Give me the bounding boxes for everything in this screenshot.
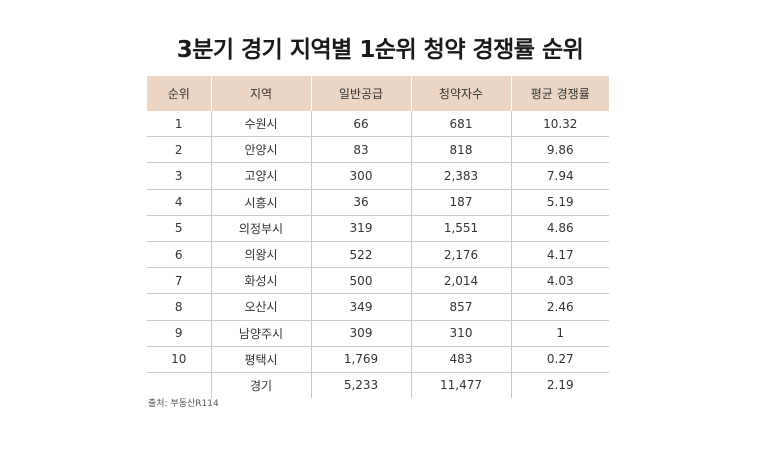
region-cell: 오산시	[210, 293, 311, 321]
column-header-region: 지역	[210, 76, 311, 111]
average-rate-cell: 2.19	[510, 372, 609, 399]
general-supply-cell: 5,233	[310, 372, 411, 399]
table-row: 10 평택시 1,769 483 0.27	[147, 346, 609, 373]
general-supply-cell: 66	[310, 111, 411, 138]
general-supply-cell: 300	[310, 162, 411, 190]
general-supply-cell: 309	[310, 320, 411, 347]
table-row: 2 안양시 83 818 9.86	[147, 136, 609, 164]
rank-cell: 2	[147, 136, 211, 164]
region-cell: 수원시	[210, 111, 311, 138]
rank-cell: 9	[147, 320, 211, 347]
region-cell: 남양주시	[210, 320, 311, 347]
rank-cell: 10	[147, 346, 211, 373]
average-rate-cell: 10.32	[510, 111, 609, 138]
region-cell: 안양시	[210, 136, 311, 164]
region-cell: 시흥시	[210, 189, 311, 216]
rank-cell: 7	[147, 267, 211, 295]
applicants-cell: 11,477	[410, 372, 511, 399]
region-cell: 고양시	[210, 162, 311, 190]
region-cell: 의정부시	[210, 215, 311, 242]
table-header-row: 순위 지역 일반공급 청약자수 평균 경쟁률	[147, 76, 609, 111]
general-supply-cell: 83	[310, 136, 411, 164]
applicants-cell: 483	[410, 346, 511, 373]
applicants-cell: 2,176	[410, 241, 511, 269]
table-row: 6 의왕시 522 2,176 4.17	[147, 241, 609, 269]
applicants-cell: 681	[410, 111, 511, 138]
rank-cell: 5	[147, 215, 211, 242]
general-supply-cell: 319	[310, 215, 411, 242]
region-cell: 화성시	[210, 267, 311, 295]
page-title: 3분기 경기 지역별 1순위 청약 경쟁률 순위	[176, 37, 584, 63]
region-cell: 평택시	[210, 346, 311, 373]
table-row: 4 시흥시 36 187 5.19	[147, 189, 609, 216]
average-rate-cell: 5.19	[510, 189, 609, 216]
table-row: 3 고양시 300 2,383 7.94	[147, 162, 609, 190]
rank-cell	[147, 372, 211, 398]
table-row: 1 수원시 66 681 10.32	[147, 111, 609, 138]
table-row: 7 화성시 500 2,014 4.03	[147, 267, 609, 295]
rank-cell: 3	[147, 162, 211, 190]
general-supply-cell: 500	[310, 267, 411, 295]
rank-cell: 1	[147, 111, 211, 138]
table-row: 5 의정부시 319 1,551 4.86	[147, 215, 609, 242]
average-rate-cell: 0.27	[510, 346, 609, 373]
region-cell: 의왕시	[210, 241, 311, 269]
average-rate-cell: 4.03	[510, 267, 609, 295]
applicants-cell: 857	[410, 293, 511, 321]
applicants-cell: 818	[410, 136, 511, 164]
general-supply-cell: 349	[310, 293, 411, 321]
rank-cell: 8	[147, 293, 211, 321]
average-rate-cell: 4.86	[510, 215, 609, 242]
average-rate-cell: 7.94	[510, 162, 609, 190]
table-total-row: 경기 5,233 11,477 2.19	[147, 372, 609, 399]
source-note: 출처: 부동산R114	[148, 399, 219, 409]
general-supply-cell: 36	[310, 189, 411, 216]
applicants-cell: 1,551	[410, 215, 511, 242]
rank-cell: 4	[147, 189, 211, 216]
table-row: 9 남양주시 309 310 1	[147, 320, 609, 347]
competition-rate-table: 순위 지역 일반공급 청약자수 평균 경쟁률 1 수원시 66 681 10.3…	[147, 76, 609, 399]
column-header-general-supply: 일반공급	[310, 76, 411, 111]
region-cell: 경기	[210, 372, 311, 399]
average-rate-cell: 1	[510, 320, 609, 347]
column-header-rank: 순위	[147, 76, 211, 111]
column-header-applicants: 청약자수	[410, 76, 511, 111]
average-rate-cell: 9.86	[510, 136, 609, 164]
general-supply-cell: 522	[310, 241, 411, 269]
applicants-cell: 2,383	[410, 162, 511, 190]
column-header-average-rate: 평균 경쟁률	[510, 76, 609, 111]
average-rate-cell: 4.17	[510, 241, 609, 269]
general-supply-cell: 1,769	[310, 346, 411, 373]
rank-cell: 6	[147, 241, 211, 269]
average-rate-cell: 2.46	[510, 293, 609, 321]
table-row: 8 오산시 349 857 2.46	[147, 293, 609, 321]
applicants-cell: 310	[410, 320, 511, 347]
applicants-cell: 187	[410, 189, 511, 216]
applicants-cell: 2,014	[410, 267, 511, 295]
